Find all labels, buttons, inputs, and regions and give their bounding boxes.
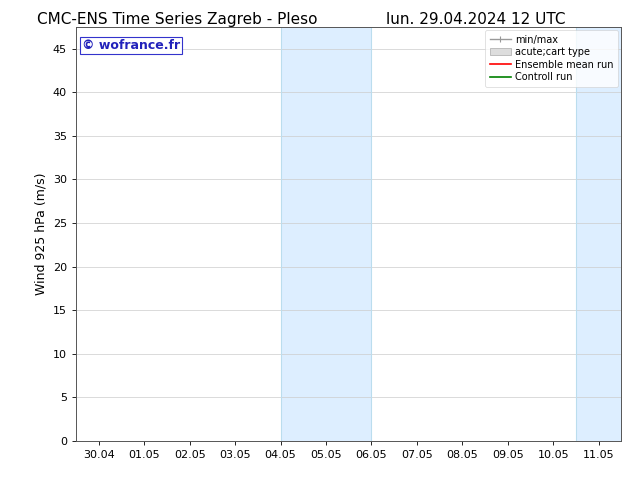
Bar <box>280 27 372 441</box>
Bar <box>576 27 634 441</box>
Legend: min/max, acute;cart type, Ensemble mean run, Controll run: min/max, acute;cart type, Ensemble mean … <box>485 30 618 87</box>
Text: lun. 29.04.2024 12 UTC: lun. 29.04.2024 12 UTC <box>385 12 566 27</box>
Text: CMC-ENS Time Series Zagreb - Pleso: CMC-ENS Time Series Zagreb - Pleso <box>37 12 318 27</box>
Text: © wofrance.fr: © wofrance.fr <box>82 39 179 52</box>
Y-axis label: Wind 925 hPa (m/s): Wind 925 hPa (m/s) <box>34 173 48 295</box>
